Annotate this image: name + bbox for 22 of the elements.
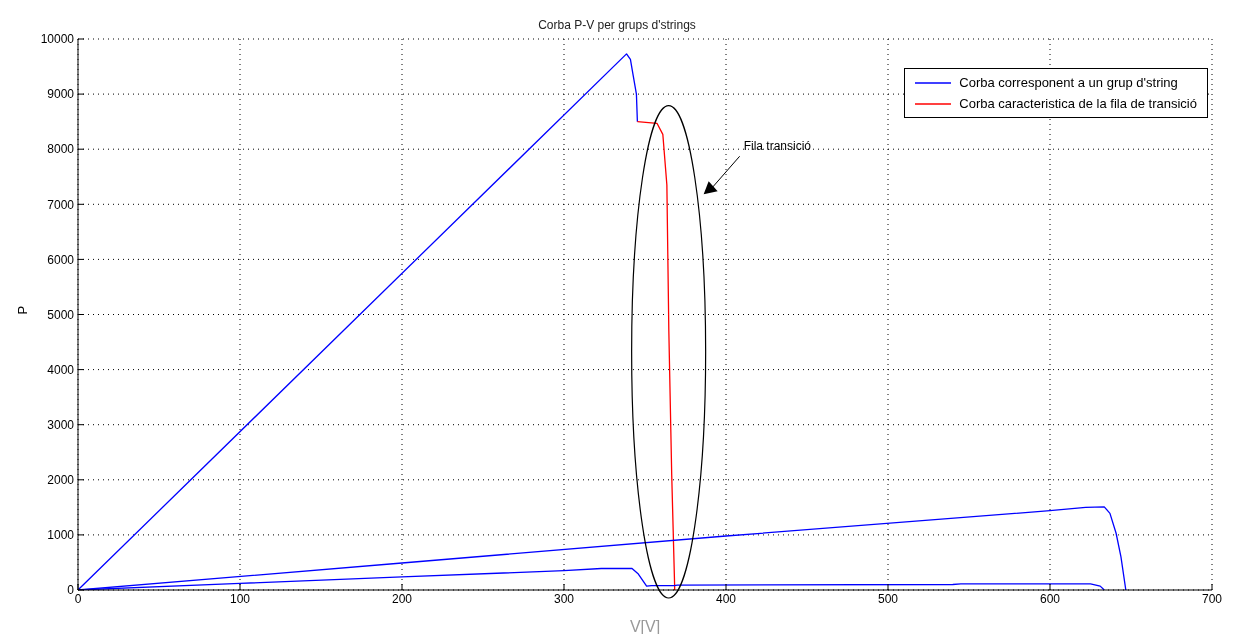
- x-tick-label: 500: [877, 591, 899, 606]
- x-tick-label: 100: [229, 591, 251, 606]
- annotation: Fila transició: [743, 139, 812, 154]
- y-tick-label: 10000: [40, 32, 75, 47]
- y-tick-label: 1000: [47, 528, 75, 543]
- y-tick-label: 2000: [47, 473, 75, 488]
- y-tick-label: 9000: [47, 87, 75, 102]
- x-tick-label: 700: [1201, 591, 1223, 606]
- legend-label: Corba caracteristica de la fila de transició: [959, 96, 1197, 111]
- y-tick-label: 5000: [47, 307, 75, 322]
- y-tick-label: 3000: [47, 417, 75, 432]
- x-tick-label: 400: [715, 591, 737, 606]
- legend-label: Corba corresponent a un grup d'string: [959, 75, 1178, 90]
- x-tick-label: 300: [553, 591, 575, 606]
- y-tick-label: 6000: [47, 252, 75, 267]
- y-tick-label: 8000: [47, 142, 75, 157]
- x-tick-label: 600: [1039, 591, 1061, 606]
- y-tick-label: 4000: [47, 362, 75, 377]
- chart-title: Corba P-V per grups d'strings: [537, 18, 697, 32]
- x-tick-label: 200: [391, 591, 413, 606]
- y-axis-title: P: [14, 305, 30, 315]
- y-tick-label: 7000: [47, 197, 75, 212]
